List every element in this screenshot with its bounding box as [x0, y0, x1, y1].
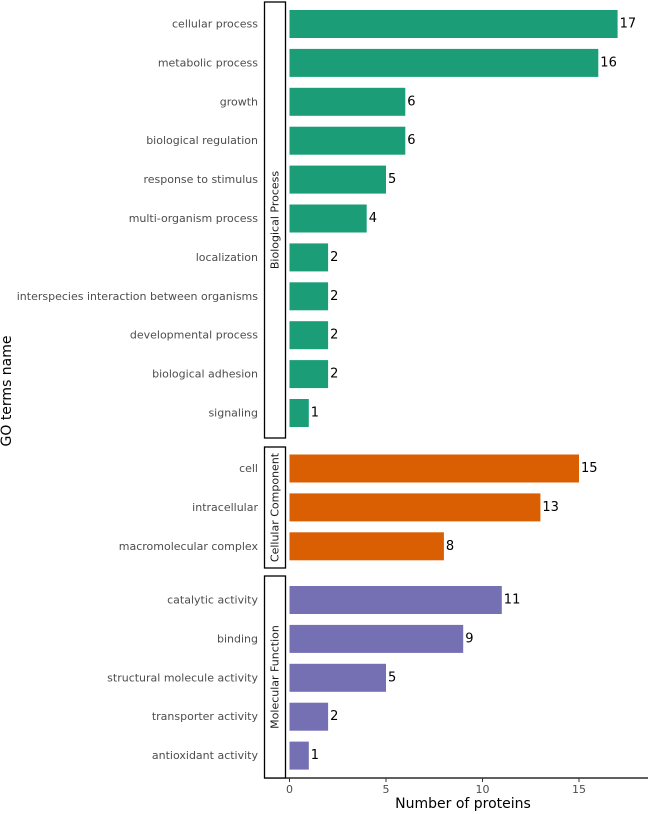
value-label-cellular-process: 17	[620, 17, 637, 32]
value-label-binding: 9	[465, 631, 473, 646]
x-tick-label-5: 5	[383, 783, 390, 796]
value-label-interspecies-interaction-between-organisms: 2	[330, 289, 338, 304]
value-label-response-to-stimulus: 5	[388, 172, 396, 187]
x-tick-label-15: 15	[572, 783, 586, 796]
x-tick-label-10: 10	[476, 783, 490, 796]
bar-localization	[289, 243, 329, 272]
bar-catalytic-activity	[289, 586, 502, 614]
value-label-structural-molecule-activity: 5	[388, 670, 396, 685]
x-axis-title: Number of proteins	[395, 796, 531, 812]
value-label-localization: 2	[330, 250, 338, 265]
bar-intracellular	[289, 493, 541, 522]
bar-biological-adhesion	[289, 360, 329, 389]
value-label-developmental-process: 2	[330, 328, 338, 343]
category-label-developmental-process: developmental process	[130, 329, 258, 342]
facet-strip-molecular-function	[263, 575, 287, 779]
facet-strip-label-biological-process: Biological Process	[269, 171, 282, 269]
category-label-macromolecular-complex: macromolecular complex	[119, 540, 259, 553]
value-label-multi-organism-process: 4	[369, 211, 377, 226]
value-label-biological-regulation: 6	[407, 133, 415, 148]
category-label-response-to-stimulus: response to stimulus	[143, 173, 258, 186]
category-label-cell: cell	[239, 462, 258, 475]
category-label-intracellular: intracellular	[192, 501, 258, 514]
value-label-metabolic-process: 16	[600, 55, 617, 70]
bar-antioxidant-activity	[289, 741, 309, 770]
bar-biological-regulation	[289, 126, 406, 155]
category-label-interspecies-interaction-between-organisms: interspecies interaction between organis…	[17, 290, 259, 303]
bar-transporter-activity	[289, 702, 329, 731]
bar-structural-molecule-activity	[289, 663, 386, 692]
bar-macromolecular-complex	[289, 532, 444, 561]
category-label-binding: binding	[217, 632, 258, 645]
facet-strip-label-molecular-function: Molecular Function	[269, 625, 282, 729]
bar-signaling	[289, 399, 309, 427]
bar-response-to-stimulus	[289, 165, 386, 194]
category-label-metabolic-process: metabolic process	[158, 56, 258, 69]
category-label-structural-molecule-activity: structural molecule activity	[107, 671, 258, 684]
category-label-biological-adhesion: biological adhesion	[152, 368, 258, 381]
category-label-multi-organism-process: multi-organism process	[129, 212, 259, 225]
category-label-transporter-activity: transporter activity	[152, 710, 259, 723]
y-axis-title: GO terms name	[0, 335, 15, 446]
x-tick-label-0: 0	[286, 783, 293, 796]
facet-strip-cellular-component	[263, 446, 287, 569]
facet-strip-label-cellular-component: Cellular Component	[269, 452, 282, 562]
value-label-biological-adhesion: 2	[330, 367, 338, 382]
bar-binding	[289, 624, 464, 653]
category-label-antioxidant-activity: antioxidant activity	[152, 749, 259, 762]
value-label-intracellular: 13	[542, 500, 559, 515]
category-label-cellular-process: cellular process	[172, 18, 258, 31]
category-label-growth: growth	[220, 95, 258, 108]
bar-growth	[289, 87, 406, 116]
bar-developmental-process	[289, 321, 329, 350]
value-label-antioxidant-activity: 1	[311, 748, 319, 763]
bar-interspecies-interaction-between-organisms	[289, 282, 329, 311]
bar-cellular-process	[289, 10, 618, 38]
facet-strip-biological-process	[263, 1, 287, 439]
category-label-catalytic-activity: catalytic activity	[167, 594, 258, 607]
category-label-localization: localization	[196, 251, 258, 264]
category-label-biological-regulation: biological regulation	[146, 134, 258, 147]
value-label-transporter-activity: 2	[330, 709, 338, 724]
bar-cell	[289, 454, 579, 483]
value-label-signaling: 1	[311, 406, 319, 421]
value-label-cell: 15	[581, 461, 598, 476]
value-label-macromolecular-complex: 8	[446, 539, 454, 554]
value-label-catalytic-activity: 11	[504, 593, 521, 608]
bar-multi-organism-process	[289, 204, 367, 233]
category-label-signaling: signaling	[208, 407, 258, 420]
bar-metabolic-process	[289, 48, 599, 77]
value-label-growth: 6	[407, 94, 415, 109]
